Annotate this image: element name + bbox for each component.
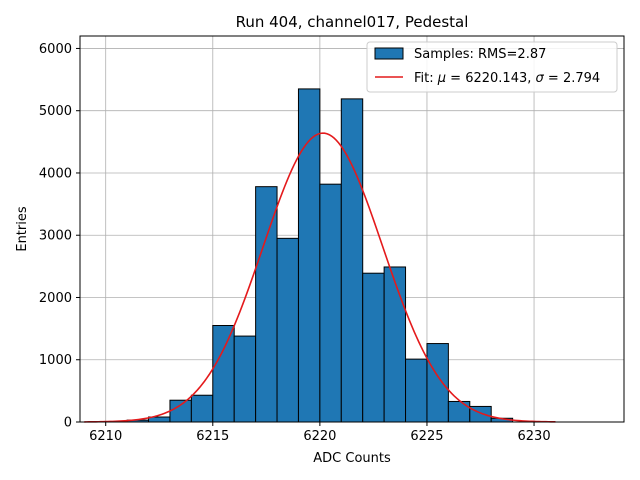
x-axis-ticks: 6210 6215 6220 6225 6230 (89, 422, 551, 444)
chart-title: Run 404, channel017, Pedestal (236, 13, 469, 31)
y-axis-title: Entries (15, 206, 30, 252)
y-tick-label: 1000 (39, 353, 72, 368)
histogram-bar (340, 98, 364, 423)
histogram-bar (426, 343, 449, 423)
histogram-bar (212, 325, 235, 423)
y-axis-ticks: 0 1000 2000 3000 4000 5000 6000 (39, 42, 80, 431)
fit-curve (84, 132, 556, 423)
legend-fit-mu-value: 6220.143 (465, 71, 527, 86)
histogram-bar (297, 88, 321, 423)
x-tick-label: 6225 (410, 429, 443, 444)
histogram-bar (190, 394, 214, 423)
x-tick-label: 6215 (196, 429, 229, 444)
legend-fit-sigma-value: 2.794 (563, 71, 600, 86)
x-tick-label: 6220 (303, 429, 336, 444)
legend-frame (366, 41, 618, 93)
legend-fit-sigma-symbol: σ (536, 71, 545, 86)
x-tick-label: 6210 (89, 429, 122, 444)
x-tick-label: 6230 (518, 429, 551, 444)
legend-fit-equals-2: = (544, 71, 563, 86)
histogram-bar (255, 186, 278, 423)
histogram-bar (383, 266, 407, 423)
legend-bar-label: Samples: RMS=2.87 (414, 47, 546, 62)
histogram-bar (362, 272, 385, 423)
legend-fit-separator: , (527, 71, 535, 86)
y-tick-label: 6000 (39, 42, 72, 57)
histogram-bar (233, 335, 257, 423)
y-tick-label: 0 (64, 416, 72, 431)
legend-fit-label: Fit: μ = 6220.143, σ = 2.794 (414, 71, 600, 86)
y-tick-label: 4000 (39, 166, 72, 181)
histogram-bar (405, 358, 428, 423)
y-tick-label: 2000 (39, 291, 72, 306)
legend-fit-equals-1: = (446, 71, 465, 86)
y-tick-label: 3000 (39, 229, 72, 244)
legend: Samples: RMS=2.87 Fit: μ = 6220.143, σ =… (366, 41, 618, 93)
x-axis-title: ADC Counts (313, 451, 391, 466)
legend-bar-swatch (374, 47, 404, 60)
histogram-bar (169, 399, 192, 423)
y-tick-label: 5000 (39, 104, 72, 119)
histogram-bars (126, 88, 514, 423)
legend-fit-mu-symbol: μ (437, 71, 446, 86)
legend-fit-prefix: Fit: (414, 71, 438, 86)
histogram-bar (276, 237, 299, 423)
histogram-bar (447, 400, 471, 423)
plot-frame (79, 35, 625, 423)
histogram-bar (319, 183, 342, 423)
